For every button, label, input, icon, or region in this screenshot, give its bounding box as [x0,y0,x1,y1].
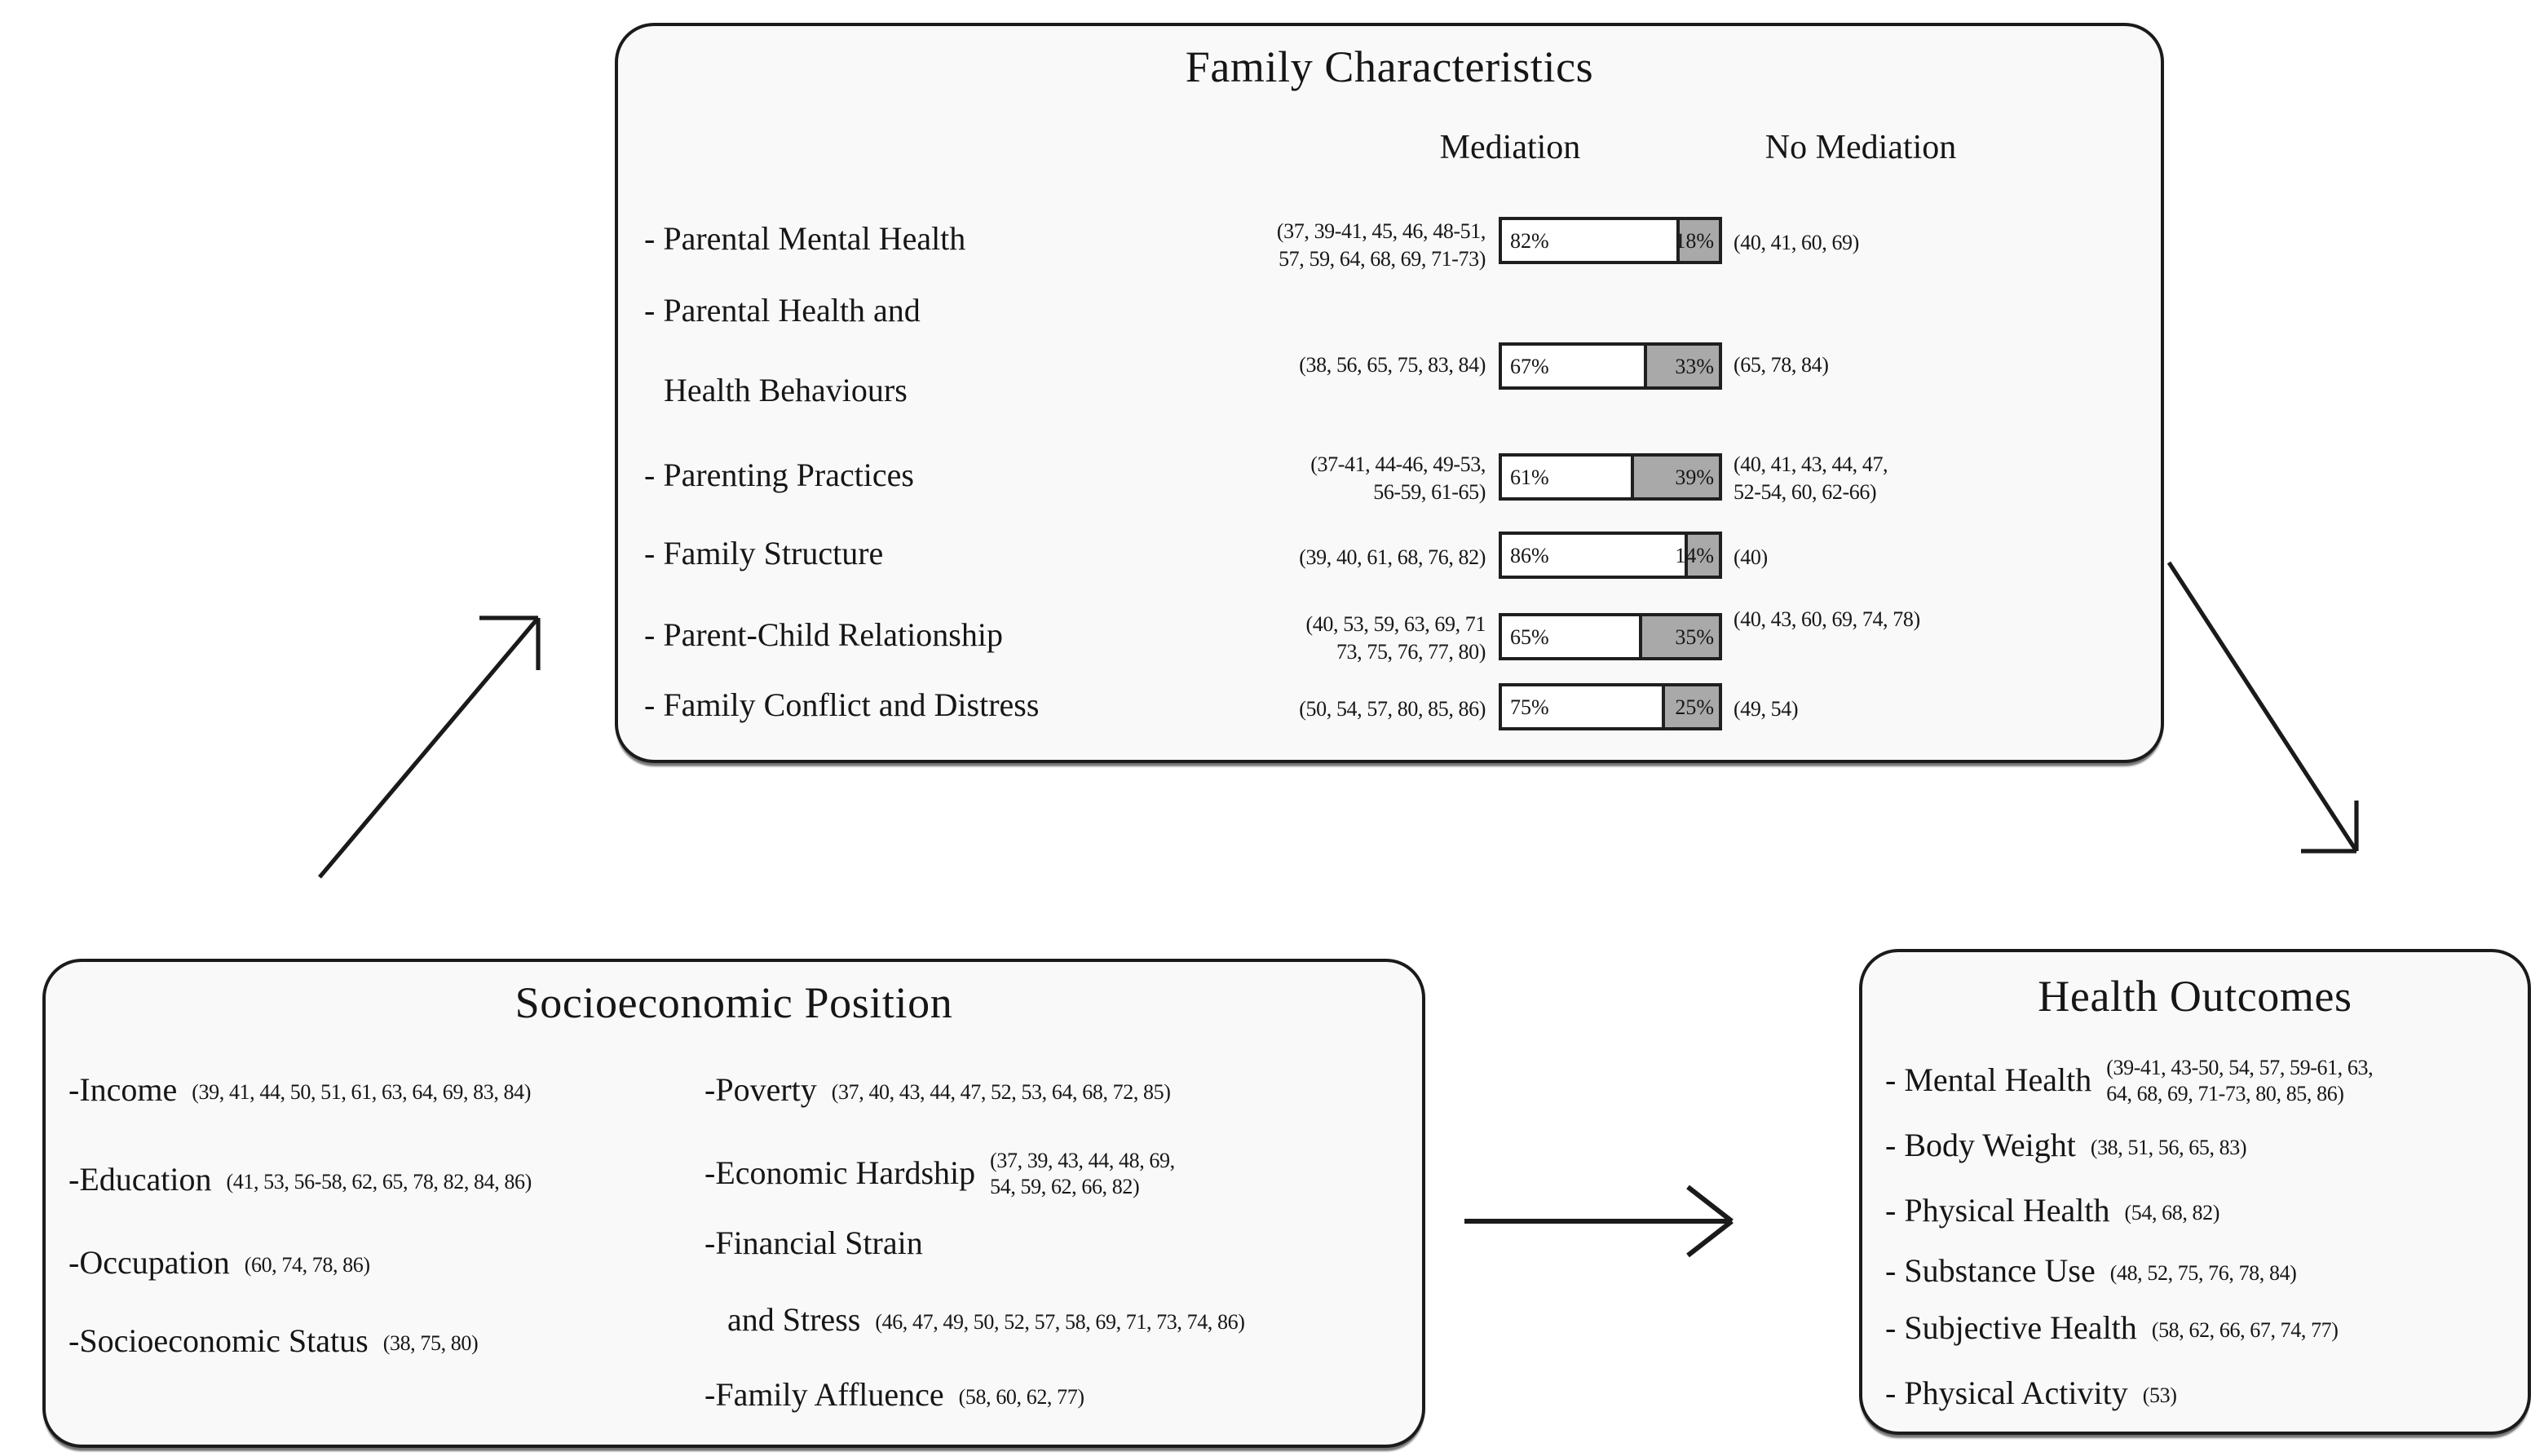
no-mediation-pct-label: 39% [1675,464,1714,488]
no-mediation-pct-label: 14% [1675,542,1714,567]
no-mediation-pct-label: 33% [1675,353,1714,377]
arrow-sep-to-family-icon [318,615,541,879]
health-item-subjective-health: - Subjective Health (58, 62, 66, 67, 74,… [1885,1310,2339,1346]
family-row-label: - Parental Mental Health [644,222,966,258]
mediation-pct-label: 82% [1510,227,1549,252]
health-box-title: Health Outcomes [2038,972,2352,1021]
socioeconomic-position-box: Socioeconomic Position -Income (39, 41, … [42,959,1425,1448]
health-item-mental-health: - Mental Health (39-41, 43-50, 54, 57, 5… [1885,1055,2374,1105]
health-item-substance-use: - Substance Use (48, 52, 75, 76, 78, 84) [1885,1253,2297,1289]
mediation-bar: 75% 25% [1499,683,1722,730]
family-row-label: - Parenting Practices [644,458,914,494]
sep-item-economic-hardship: -Economic Hardship (37, 39, 43, 44, 48, … [704,1148,1175,1198]
mediation-bar-segment [1502,686,1665,727]
mediation-bar-segment [1502,616,1643,657]
citation-right: (40) [1734,545,1768,569]
mediation-bar: 67% 33% [1499,342,1722,390]
arrow-sep-to-health-icon [1464,1185,1734,1258]
citation-left: (38, 56, 65, 75, 83, 84) [1299,352,1486,377]
no-mediation-pct-label: 25% [1675,694,1714,718]
citation-right: (40, 43, 60, 69, 74, 78) [1734,607,1920,631]
mediation-pct-label: 75% [1510,694,1549,718]
sep-item-income: -Income (39, 41, 44, 50, 51, 61, 63, 64,… [68,1072,531,1108]
mediation-bar-segment [1502,457,1635,497]
mediation-pct-label: 86% [1510,542,1549,567]
arrow-family-to-health-icon [2166,561,2359,854]
sep-item-poverty: -Poverty (37, 40, 43, 44, 47, 52, 53, 64… [704,1072,1171,1108]
health-item-physical-activity: - Physical Activity (53) [1885,1375,2177,1411]
citation-left: (40, 53, 59, 63, 69, 71 73, 75, 76, 77, … [1305,611,1486,664]
mediation-bar: 86% 14% [1499,532,1722,579]
citation-left: (37-41, 44-46, 49-53, 56-59, 61-65) [1310,452,1486,504]
family-characteristics-box: Family Characteristics Mediation No Medi… [615,23,2164,763]
mediation-pct-label: 61% [1510,464,1549,488]
sep-item-occupation: -Occupation (60, 74, 78, 86) [68,1245,370,1281]
citation-left: (50, 54, 57, 80, 85, 86) [1299,696,1486,721]
mediation-pct-label: 65% [1510,624,1549,648]
sep-item-financial-strain: -Financial Strain [704,1225,923,1261]
health-item-body-weight: - Body Weight (38, 51, 56, 65, 83) [1885,1127,2247,1163]
sep-box-title: Socioeconomic Position [515,978,953,1027]
citation-right: (40, 41, 60, 69) [1734,230,1859,254]
sep-item-education: -Education (41, 53, 56-58, 62, 65, 78, 8… [68,1162,532,1198]
no-mediation-pct-label: 35% [1675,624,1714,648]
citation-right: (49, 54) [1734,696,1799,721]
citation-right: (40, 41, 43, 44, 47, 52-54, 60, 62-66) [1734,452,1888,504]
family-row-label: - Family Conflict and Distress [644,688,1040,724]
mediation-bar: 61% 39% [1499,453,1722,501]
health-outcomes-box: Health Outcomes - Mental Health (39-41, … [1859,949,2531,1435]
citation-left: (39, 40, 61, 68, 76, 82) [1299,545,1486,569]
health-item-physical-health: - Physical Health (54, 68, 82) [1885,1193,2220,1229]
sep-item-family-affluence: -Family Affluence (58, 60, 62, 77) [704,1377,1084,1413]
mediation-bar-segment [1502,220,1681,261]
column-header-mediation: Mediation [1439,127,1581,166]
family-box-title: Family Characteristics [1185,42,1594,91]
mediation-bar: 65% 35% [1499,613,1722,660]
mediation-bar-segment [1502,535,1689,576]
mediation-bar-segment [1502,346,1648,386]
family-row-label: - Family Structure [644,536,884,572]
citation-left: (37, 39-41, 45, 46, 48-51, 57, 59, 64, 6… [1276,218,1486,271]
family-row-label-line2: Health Behaviours [664,373,908,409]
mediation-pct-label: 67% [1510,353,1549,377]
mediation-bar: 82% 18% [1499,217,1722,264]
no-mediation-pct-label: 18% [1675,227,1714,252]
column-header-no-mediation: No Mediation [1764,127,1957,166]
sep-item-and-stress: and Stress (46, 47, 49, 50, 52, 57, 58, … [727,1302,1245,1338]
family-row-label: - Parental Health and [644,293,921,329]
sep-item-socioeconomic-status: -Socioeconomic Status (38, 75, 80) [68,1323,479,1359]
citation-right: (65, 78, 84) [1734,352,1829,377]
family-row-label: - Parent-Child Relationship [644,618,1003,654]
